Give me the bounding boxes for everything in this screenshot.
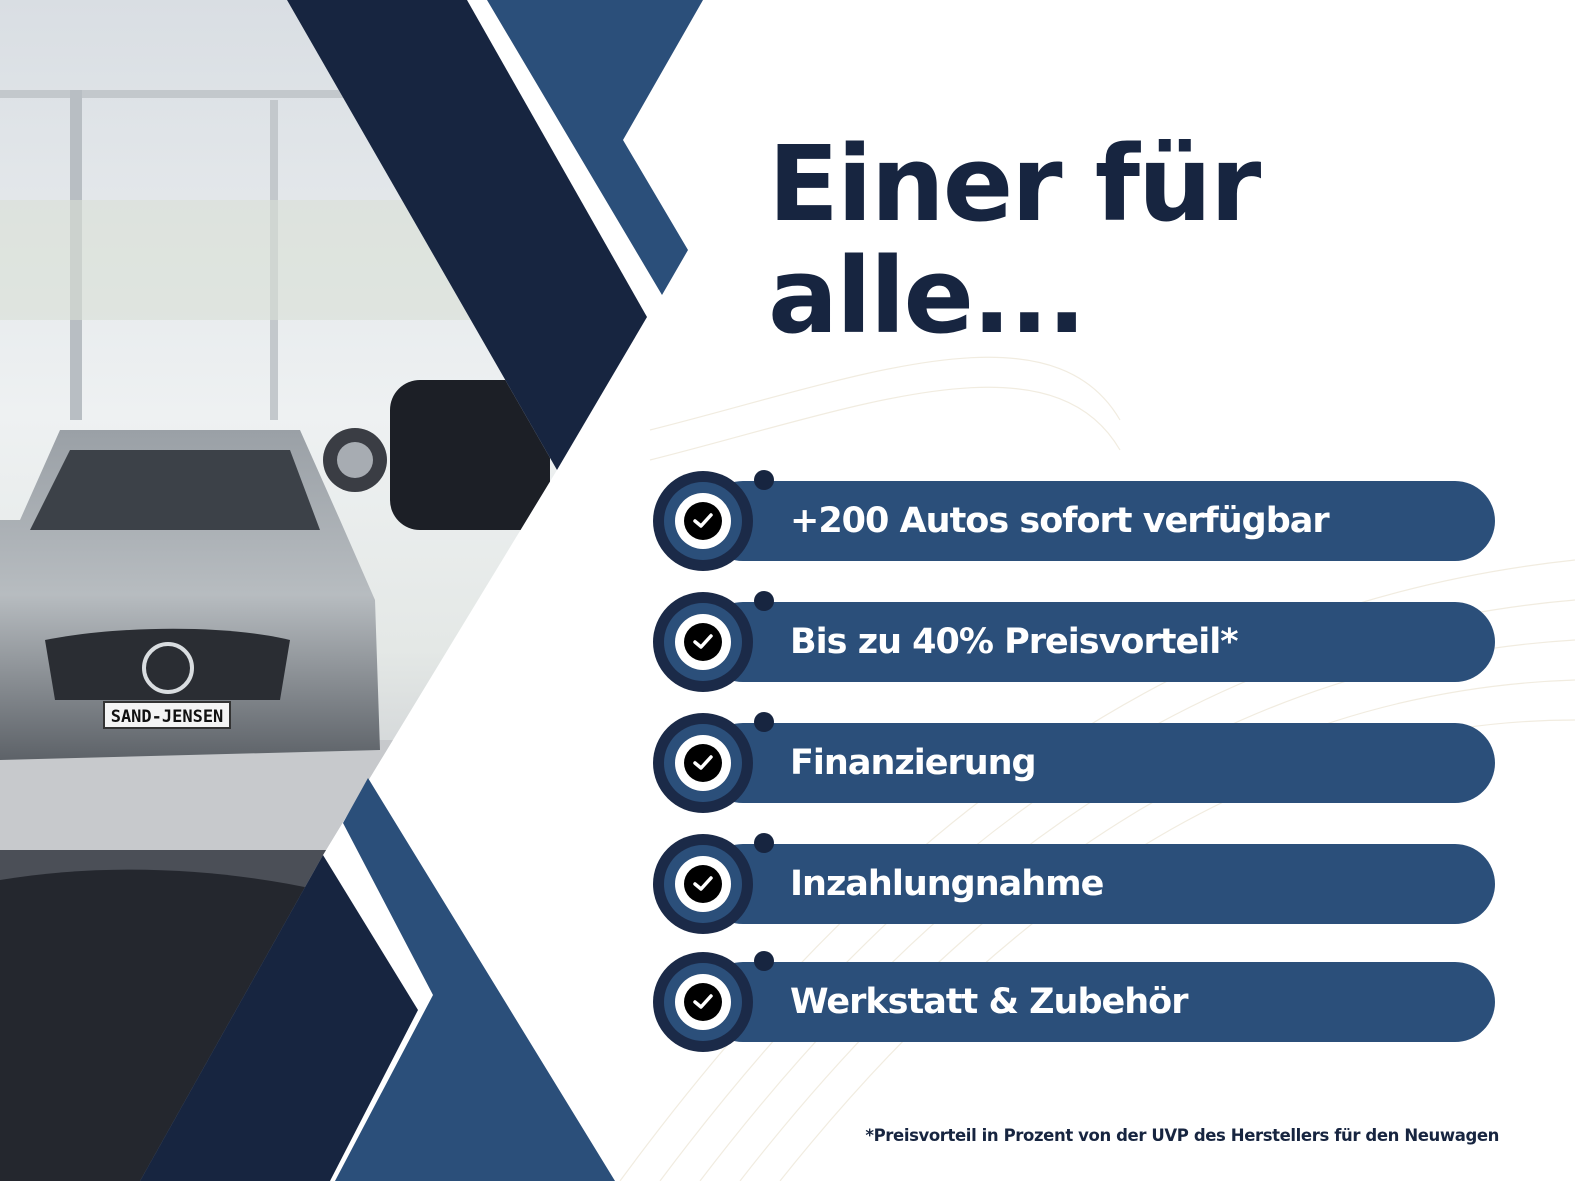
license-plate: SAND-JENSEN: [111, 707, 224, 727]
decorative-dot: [754, 591, 774, 611]
feature-bar: [703, 844, 1495, 924]
check-circle-icon: [653, 834, 753, 934]
decorative-dot: [754, 470, 774, 490]
headline-line1: Einer für: [768, 123, 1261, 245]
feature-bar: [703, 723, 1495, 803]
feature-item: Werkstatt & Zubehör: [653, 951, 1495, 1052]
decorative-dot: [754, 712, 774, 732]
feature-label: +200 Autos sofort verfügbar: [790, 501, 1330, 541]
decorative-dot: [754, 951, 774, 971]
blue-band-bottom: [335, 778, 615, 1181]
navy-band-top: [287, 0, 647, 470]
navy-band-bottom: [140, 855, 418, 1181]
feature-item: Bis zu 40% Preisvorteil*: [653, 591, 1495, 692]
feature-label: Bis zu 40% Preisvorteil*: [790, 622, 1238, 662]
check-circle-icon: [653, 471, 753, 571]
check-circle-icon: [653, 952, 753, 1052]
feature-bar: [703, 602, 1495, 682]
decorative-dot: [754, 833, 774, 853]
feature-bar: [703, 962, 1495, 1042]
feature-item: Inzahlungnahme: [653, 833, 1495, 934]
headline: Einer für alle...: [768, 128, 1261, 352]
blue-band-top: [487, 0, 703, 295]
check-circle-icon: [653, 592, 753, 692]
feature-item: +200 Autos sofort verfügbar: [653, 470, 1495, 571]
feature-label: Inzahlungnahme: [790, 864, 1104, 904]
feature-label: Finanzierung: [790, 743, 1037, 783]
headline-line2: alle...: [768, 235, 1087, 357]
feature-item: Finanzierung: [653, 712, 1495, 813]
check-circle-icon: [653, 713, 753, 813]
feature-bar: [703, 481, 1495, 561]
feature-label: Werkstatt & Zubehör: [790, 982, 1188, 1022]
footnote: *Preisvorteil in Prozent von der UVP des…: [865, 1126, 1499, 1145]
